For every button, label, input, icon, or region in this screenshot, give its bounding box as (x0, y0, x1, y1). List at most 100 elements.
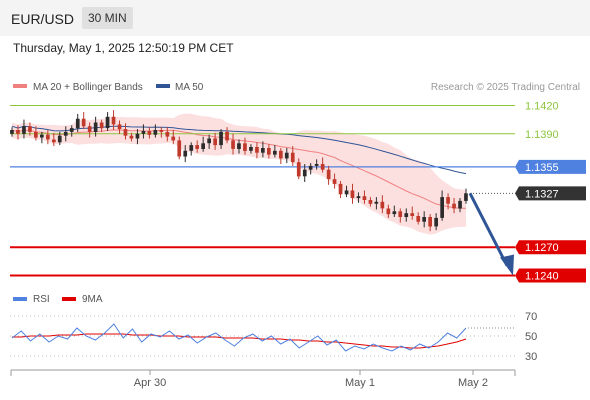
candle-body (392, 211, 397, 215)
level-tag-support (515, 268, 586, 283)
ma50-line (11, 125, 467, 175)
candle-body (28, 126, 32, 132)
legend-label-bollinger: MA 20 + Bollinger Bands (33, 82, 143, 93)
candle-body (111, 116, 116, 125)
candle-body (117, 124, 122, 130)
candle-body (284, 152, 289, 159)
candle-body (273, 150, 277, 155)
rsi-tick-label: 70 (525, 311, 537, 323)
candle-body (255, 147, 259, 153)
candle-body (159, 130, 164, 132)
level-label: 1.1355 (525, 162, 559, 174)
candle-body (249, 147, 253, 151)
timestamp: Thursday, May 1, 2025 12:50:19 PM CET (13, 41, 234, 55)
pair-title: EUR/USD (11, 11, 75, 27)
candle-body (332, 179, 337, 184)
legend-label-ma50: MA 50 (175, 82, 204, 93)
candle-body (422, 217, 426, 222)
candle-body (46, 134, 50, 140)
candle-body (380, 201, 385, 209)
candle-body (243, 143, 247, 151)
candle-body (171, 136, 176, 141)
candle-body (279, 150, 283, 159)
candle-body (404, 213, 409, 217)
candle-body (464, 193, 468, 201)
candle-body (165, 131, 170, 137)
candle-body (320, 164, 325, 170)
x-tick-label: Apr 30 (134, 377, 166, 389)
header-bar: EUR/USD 30 MIN (0, 0, 590, 36)
candle-body (225, 131, 229, 141)
candle-body (40, 134, 44, 138)
candle-body (135, 133, 140, 139)
candle-body (374, 201, 379, 204)
candle-body (99, 122, 104, 129)
candle-body (201, 143, 205, 149)
candle-body (446, 197, 450, 204)
candle-body (302, 169, 307, 177)
candle-body (416, 216, 421, 222)
rsi-line (11, 323, 467, 352)
candle-body (87, 126, 92, 132)
candle-body (219, 131, 223, 146)
candle-body (63, 131, 68, 136)
candle-body (314, 164, 319, 166)
legend-label-rsi: RSI (33, 294, 50, 305)
level-label: 1.1270 (525, 242, 559, 254)
candle-body (290, 152, 295, 163)
legend-label-9ma: 9MA (82, 294, 103, 305)
level-label: 1.1240 (525, 271, 559, 283)
candle-body (434, 217, 438, 227)
level-tag-support (515, 240, 586, 255)
x-tick-label: May 2 (458, 377, 488, 389)
credit-label: Research © 2025 Trading Central (431, 82, 580, 93)
candle-body (326, 169, 331, 180)
candle-body (458, 200, 462, 209)
candle-body (213, 138, 217, 146)
candle-body (386, 208, 391, 215)
candle-body (16, 130, 20, 134)
level-label: 1.1327 (525, 188, 559, 200)
candle-body (195, 145, 199, 149)
candle-body (10, 130, 14, 134)
forecast-arrow-head (500, 254, 514, 276)
candle-body (368, 200, 373, 204)
candle-body (237, 143, 241, 149)
timeframe-badge[interactable]: 30 MIN (82, 7, 133, 29)
candle-body (189, 145, 194, 151)
candle-body (350, 190, 355, 199)
candle-body (57, 135, 62, 143)
candle-body (129, 135, 134, 139)
candle-body (428, 217, 432, 227)
candle-body (231, 140, 235, 149)
legend-swatch-9ma (62, 297, 76, 301)
candle-body (123, 129, 128, 136)
candle-body (267, 148, 271, 155)
level-tag-current (515, 186, 586, 201)
candle-body (356, 196, 361, 199)
candle-body (177, 140, 182, 157)
legend-swatch-rsi (13, 297, 27, 301)
candle-body (105, 116, 110, 129)
candle-body (93, 122, 98, 132)
candle-body (344, 190, 349, 195)
candle-body (261, 148, 265, 153)
candle-body (141, 131, 146, 134)
rsi-9ma-line (12, 333, 467, 349)
level-label: 1.1420 (525, 100, 559, 112)
candle-body (52, 139, 56, 143)
candle-body (183, 150, 188, 157)
forecast-arrow-shaft (468, 192, 509, 267)
legend-swatch-ma50 (156, 84, 170, 88)
candle-body (440, 197, 444, 218)
candle-body (69, 128, 74, 132)
candle-body (338, 183, 343, 195)
candle-body (81, 118, 86, 127)
level-tag-pivot (515, 159, 586, 174)
candle-body (410, 213, 415, 216)
candle-body (75, 118, 80, 129)
candle-body (34, 131, 38, 138)
candle-body (22, 126, 26, 134)
